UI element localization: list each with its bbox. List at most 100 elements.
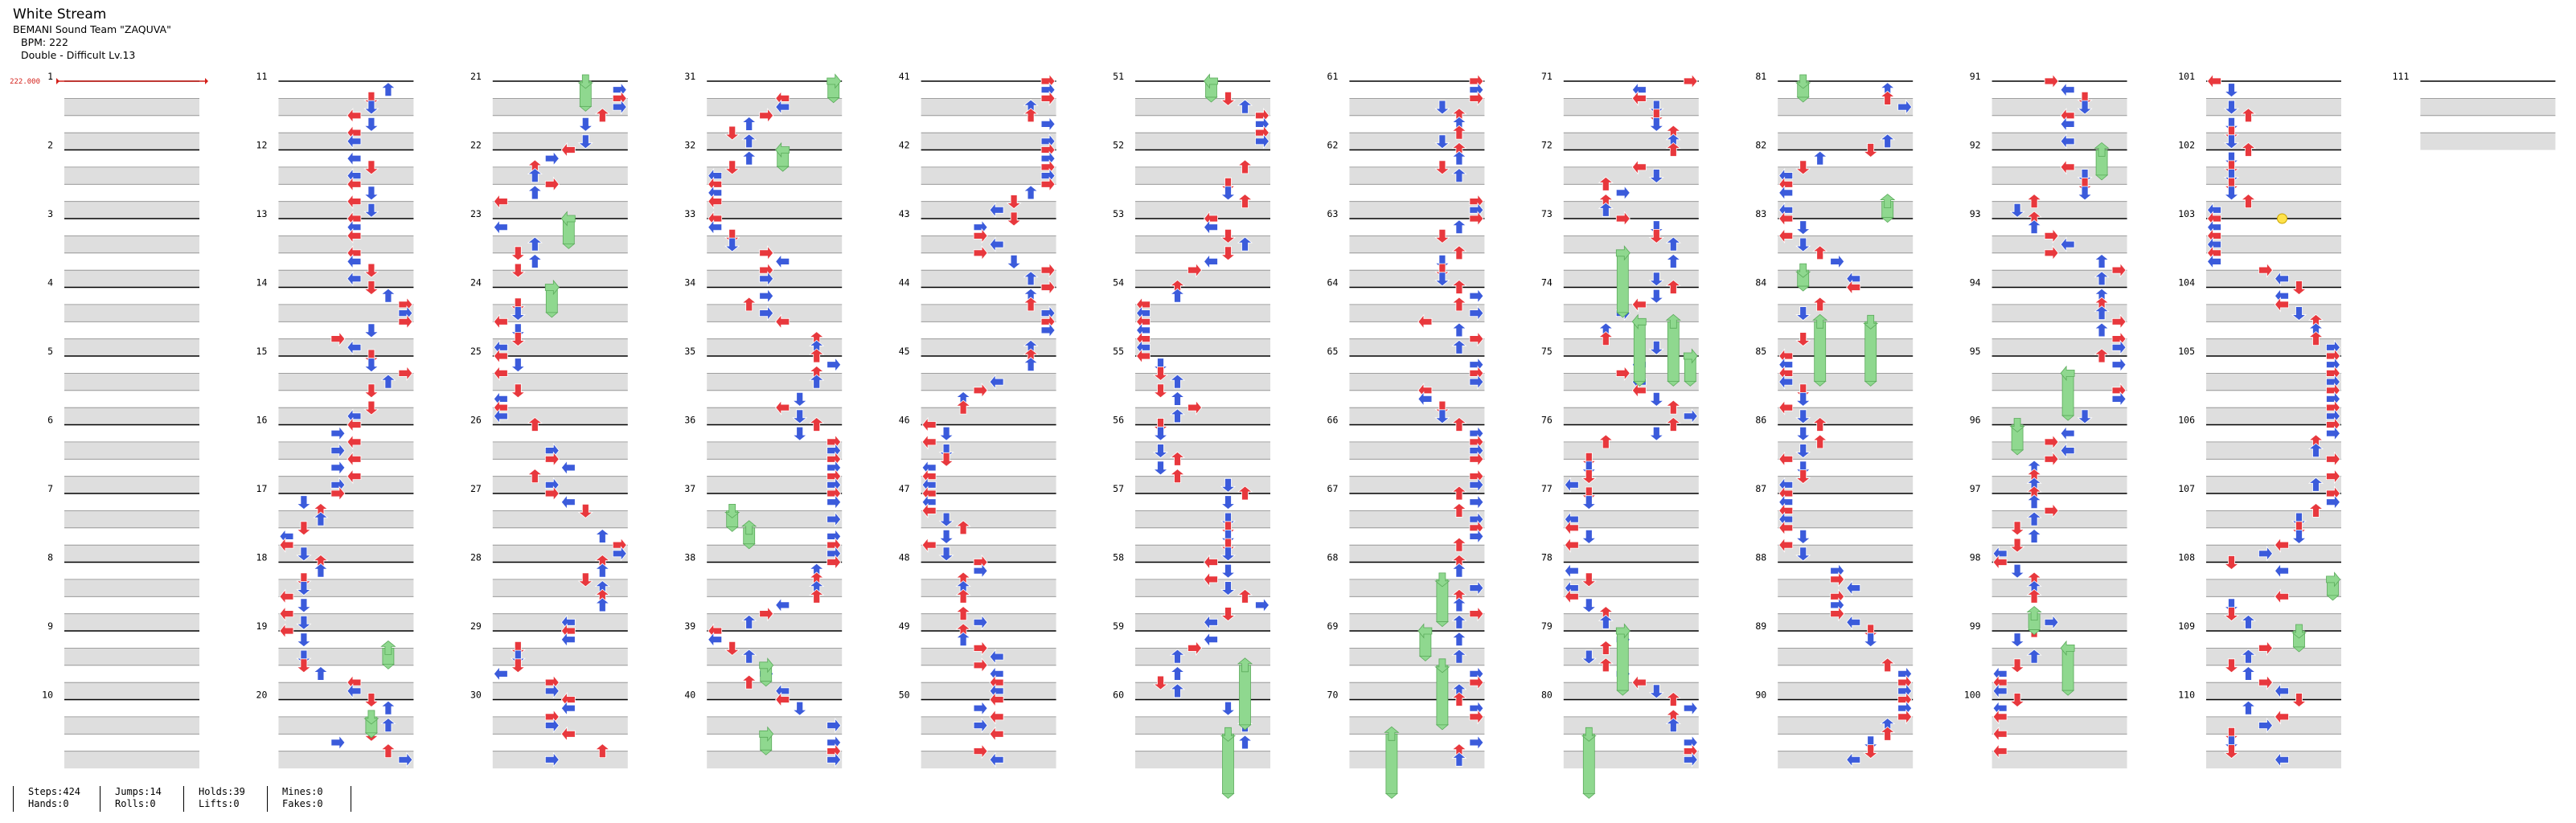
step-arrow [380, 288, 396, 303]
step-arrow [1564, 588, 1579, 604]
measure-number: 36 [684, 415, 695, 426]
stats-mines-fakes: Mines:0 Fakes:0 [267, 786, 323, 812]
measure-stripe [2206, 166, 2341, 185]
measure-stripe [278, 441, 414, 460]
step-arrow [1469, 605, 1484, 622]
measure-number: 84 [1755, 277, 1766, 289]
measure-stripe [1135, 751, 1270, 769]
step-arrow [708, 185, 723, 201]
measure-stripe [1991, 751, 2127, 769]
measure-number: 81 [1755, 71, 1766, 82]
step-arrow [1220, 581, 1237, 596]
step-arrow [1255, 597, 1270, 613]
measure-stripe [1778, 613, 1914, 632]
step-arrow [1648, 228, 1664, 244]
measure-stripe [492, 476, 628, 494]
step-arrow [2111, 391, 2127, 407]
step-arrow [2223, 607, 2240, 622]
step-arrow [594, 563, 610, 578]
step-arrow [1434, 134, 1450, 149]
step-arrow [1220, 246, 1237, 261]
step-arrow [973, 700, 988, 716]
step-arrow [1152, 426, 1169, 441]
step-arrow [380, 743, 396, 758]
hold-head-arrow [1795, 74, 1811, 89]
step-arrow [1795, 237, 1811, 252]
step-arrow [827, 717, 842, 734]
step-arrow [792, 426, 808, 441]
measure-stripe [278, 304, 414, 322]
measure-number: 14 [256, 277, 268, 289]
measure-stripe [492, 648, 628, 665]
measure-stripe [278, 682, 414, 700]
measure-stripe [64, 716, 199, 735]
measure-stripe [492, 716, 628, 735]
step-arrow [2206, 73, 2221, 89]
hold-tail [1582, 792, 1596, 799]
step-arrow [330, 425, 346, 441]
measure-stripe [64, 613, 199, 632]
stat-mines: Mines:0 [282, 786, 323, 797]
measure-number: 51 [1113, 71, 1124, 82]
step-arrow [1648, 340, 1664, 355]
measure-number: 12 [256, 140, 268, 151]
measure-stripe [2206, 510, 2341, 528]
step-arrow [759, 108, 774, 124]
measure-stripe [1135, 201, 1270, 219]
hold-head-arrow [775, 141, 790, 158]
measure-stripe [1563, 133, 1699, 150]
step-arrow [1451, 563, 1467, 578]
step-arrow [1220, 477, 1237, 493]
step-arrow [296, 633, 312, 648]
step-arrow [2274, 588, 2289, 604]
step-arrow [1237, 194, 1253, 209]
measure-number: 68 [1327, 552, 1339, 563]
step-arrow [363, 117, 379, 132]
measure-stripe [707, 338, 843, 357]
step-arrow [544, 751, 560, 768]
step-arrow [2026, 511, 2042, 526]
step-arrow [1665, 399, 1681, 415]
step-arrow [363, 358, 379, 373]
step-arrow [2060, 442, 2075, 459]
measure-stripe [64, 270, 199, 288]
step-arrow [493, 313, 508, 330]
measure-number: 55 [1113, 346, 1124, 357]
step-arrow [1631, 674, 1647, 690]
step-arrow [1169, 374, 1186, 389]
hold-tail [579, 105, 593, 112]
step-arrow [1631, 90, 1647, 107]
hold-tail [381, 663, 395, 669]
hold-head-arrow [724, 504, 740, 518]
step-arrow [938, 512, 954, 527]
step-arrow [363, 323, 379, 338]
step-arrow [560, 632, 576, 648]
step-arrow [827, 735, 842, 751]
step-arrow [921, 416, 937, 433]
measure-number: 57 [1113, 483, 1124, 494]
step-arrow [724, 237, 740, 252]
step-arrow [775, 253, 790, 270]
measure-number: 53 [1113, 208, 1124, 219]
measure-stripe [1778, 751, 1914, 769]
step-arrow [594, 108, 610, 123]
measure-stripe [2206, 98, 2341, 116]
measure-stripe [278, 235, 414, 253]
step-arrow [2274, 271, 2289, 287]
step-arrow [1665, 141, 1681, 157]
measure-stripe [921, 133, 1056, 150]
measure-stripe [1349, 510, 1485, 528]
measure-stripe [1991, 613, 2127, 632]
measure-stripe [1778, 133, 1914, 150]
measure-stripe [278, 613, 414, 632]
step-arrow [1598, 331, 1614, 346]
hold-tail [1796, 96, 1810, 103]
hold-body [2061, 647, 2074, 691]
hold-head-arrow [1220, 727, 1237, 742]
measure-number: 32 [684, 140, 695, 151]
step-arrow [1220, 607, 1237, 622]
step-arrow [1434, 409, 1450, 424]
measure-number: 24 [470, 277, 482, 289]
step-arrow [1683, 751, 1698, 768]
step-arrow [827, 357, 842, 373]
